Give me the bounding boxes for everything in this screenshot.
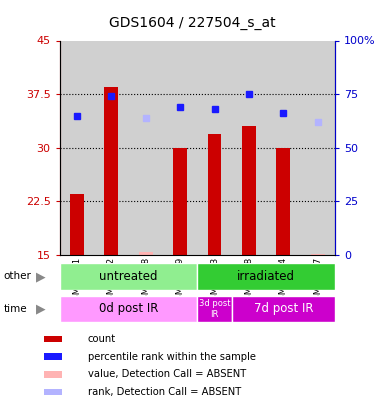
Text: value, Detection Call = ABSENT: value, Detection Call = ABSENT [88, 369, 246, 379]
Text: percentile rank within the sample: percentile rank within the sample [88, 352, 256, 362]
Bar [44, 389, 62, 395]
Text: untreated: untreated [99, 270, 158, 283]
Bar [139, 252, 152, 255]
Text: count: count [88, 334, 116, 344]
Bar [60, 40, 94, 255]
Text: ▶: ▶ [35, 270, 45, 283]
Bar [44, 336, 62, 342]
Bar [242, 126, 256, 255]
Bar [232, 296, 335, 322]
Text: GDS1604 / 227504_s_at: GDS1604 / 227504_s_at [109, 16, 276, 30]
Bar [129, 40, 163, 255]
Bar [163, 40, 197, 255]
Text: rank, Detection Call = ABSENT: rank, Detection Call = ABSENT [88, 387, 241, 397]
Bar [173, 148, 187, 255]
Bar [60, 263, 197, 290]
Bar [94, 40, 129, 255]
Text: time: time [4, 304, 27, 314]
Text: other: other [4, 271, 32, 281]
Text: 3d post
IR: 3d post IR [199, 299, 230, 318]
Bar [276, 148, 290, 255]
Text: 7d post IR: 7d post IR [254, 302, 313, 315]
Bar [44, 371, 62, 377]
Bar [70, 194, 84, 255]
Bar [301, 40, 335, 255]
Bar [197, 40, 232, 255]
Bar [232, 40, 266, 255]
Bar [197, 263, 335, 290]
Bar [311, 254, 325, 255]
Bar [266, 40, 301, 255]
Bar [60, 296, 197, 322]
Text: 0d post IR: 0d post IR [99, 302, 158, 315]
Text: irradiated: irradiated [237, 270, 295, 283]
Bar [208, 134, 221, 255]
Bar [197, 296, 232, 322]
Bar [44, 354, 62, 360]
Bar [104, 87, 118, 255]
Text: ▶: ▶ [35, 302, 45, 315]
